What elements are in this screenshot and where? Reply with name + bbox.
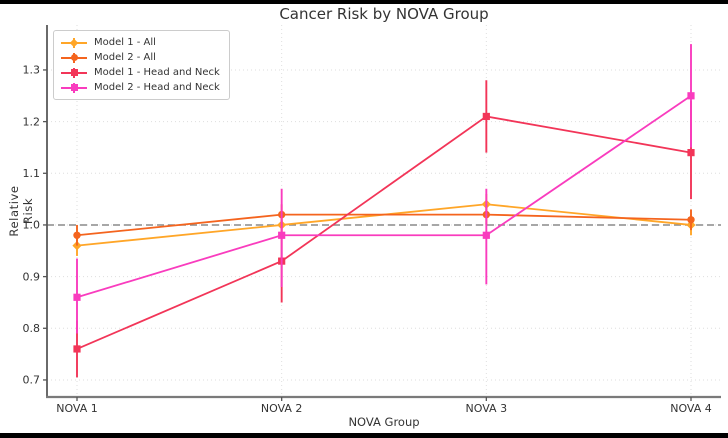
legend-label: Model 2 - Head and Neck xyxy=(94,82,220,93)
legend-item: Model 2 - Head and Neck xyxy=(61,81,220,94)
y-tick-label: 1.2 xyxy=(23,115,41,128)
series-line xyxy=(76,115,692,350)
data-point-marker xyxy=(73,345,81,353)
y-tick-label: 1.3 xyxy=(23,64,41,77)
y-tick-label: 0.9 xyxy=(23,270,41,283)
data-point-marker xyxy=(687,92,695,100)
data-point-marker xyxy=(687,216,695,224)
series-line xyxy=(76,95,692,299)
y-axis-label: Relative Risk xyxy=(7,185,35,237)
x-axis-label: NOVA Group xyxy=(348,415,420,429)
legend-item: Model 2 - All xyxy=(61,51,220,64)
legend-label: Model 2 - All xyxy=(94,52,156,63)
data-point-marker xyxy=(73,293,81,301)
y-tick-label: 0.7 xyxy=(23,374,41,387)
legend-errorbar-marker-icon xyxy=(61,82,87,94)
data-point-marker xyxy=(278,231,286,239)
series-line xyxy=(76,213,692,237)
top-frame-bar xyxy=(0,0,728,4)
legend-label: Model 1 - Head and Neck xyxy=(94,67,220,78)
x-tick-label: NOVA 4 xyxy=(670,402,712,415)
legend-item: Model 1 - Head and Neck xyxy=(61,66,220,79)
x-tick-label: NOVA 2 xyxy=(261,402,303,415)
chart-title: Cancer Risk by NOVA Group xyxy=(279,5,489,23)
legend-errorbar-marker-icon xyxy=(61,67,87,79)
data-point-marker xyxy=(482,231,490,239)
legend-item: Model 1 - All xyxy=(61,36,220,49)
bottom-frame-bar xyxy=(0,433,728,438)
y-tick-label: 0.8 xyxy=(23,322,41,335)
data-point-marker xyxy=(482,112,490,121)
x-tick-label: NOVA 3 xyxy=(466,402,508,415)
x-tick-label: NOVA 1 xyxy=(56,402,98,415)
legend-label: Model 1 - All xyxy=(94,37,156,48)
data-point-marker xyxy=(73,231,81,239)
data-point-marker xyxy=(687,149,695,157)
y-tick-label: 1.0 xyxy=(23,219,41,232)
y-tick-label: 1.1 xyxy=(23,167,41,180)
legend-errorbar-marker-icon xyxy=(61,37,87,49)
legend: Model 1 - All Model 2 - All Model 1 - Head… xyxy=(53,30,230,100)
legend-errorbar-marker-icon xyxy=(61,52,87,64)
